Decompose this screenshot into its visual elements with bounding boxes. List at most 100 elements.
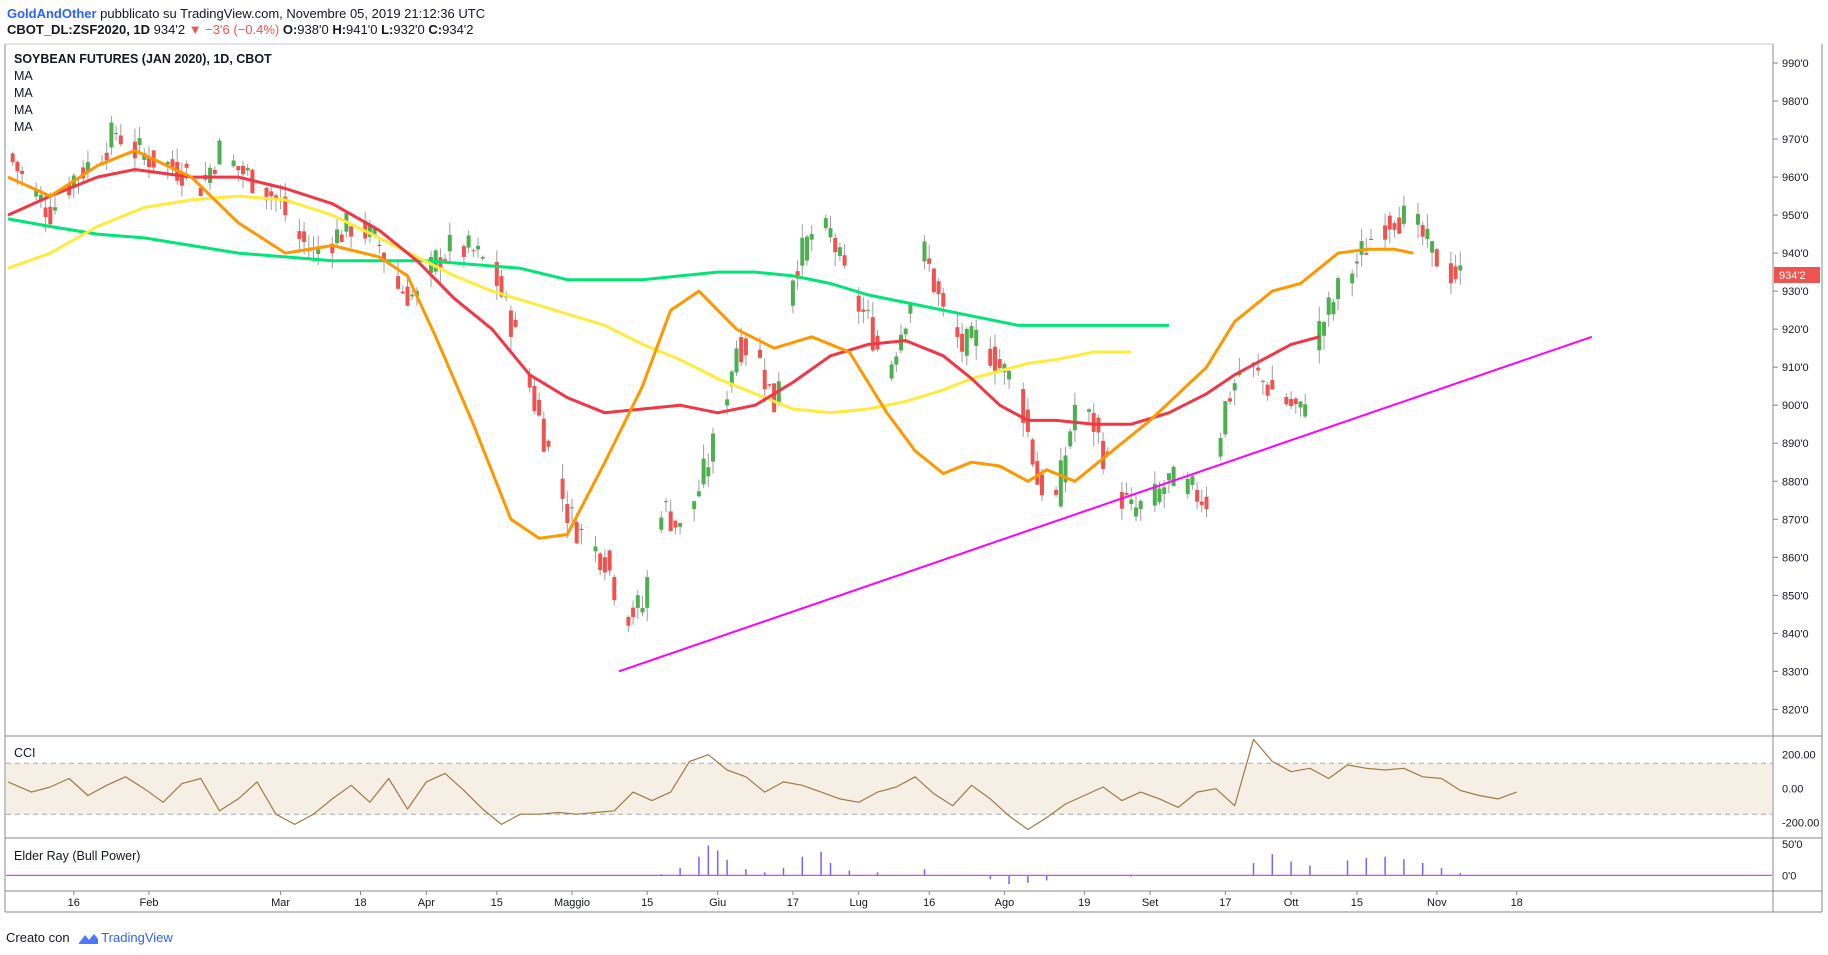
candle-body xyxy=(1223,401,1228,435)
publish-info: GoldAndOther pubblicato su TradingView.c… xyxy=(7,6,485,21)
tradingview-logo-icon xyxy=(79,934,99,944)
candle-body xyxy=(1369,239,1373,241)
candle-body xyxy=(1119,491,1124,509)
candle-body xyxy=(541,418,546,452)
candle-body xyxy=(527,375,532,388)
candle-body xyxy=(1350,273,1355,284)
candle-body xyxy=(1458,265,1463,271)
candle-body xyxy=(508,310,513,337)
candle-body xyxy=(1030,439,1035,465)
candle-body xyxy=(81,167,86,179)
candle-body xyxy=(1091,412,1096,432)
candle-body xyxy=(1420,225,1425,237)
candle-body xyxy=(560,478,565,499)
candle-body xyxy=(264,187,269,201)
candle-body xyxy=(1218,438,1223,457)
candle-body xyxy=(367,225,372,237)
symbol-label: CBOT_DL:ZSF2020, 1D xyxy=(7,22,151,37)
candle-body xyxy=(1284,396,1289,405)
candle-body xyxy=(1434,249,1439,267)
candle-body xyxy=(635,595,640,608)
tradingview-link[interactable]: TradingView xyxy=(101,930,173,945)
candle-body xyxy=(1256,367,1261,371)
candle-body xyxy=(941,293,946,307)
time-tick-label: Giu xyxy=(709,897,726,909)
candle-body xyxy=(20,170,25,175)
price-tick-label: 900'0 xyxy=(1782,400,1809,412)
candle-body xyxy=(964,328,969,356)
candle-body xyxy=(1392,223,1397,230)
candle-body xyxy=(1190,476,1195,485)
ma-legend-4[interactable]: MA xyxy=(14,120,33,134)
candle-body xyxy=(1129,499,1134,504)
candle-body xyxy=(1448,263,1453,284)
candle-body xyxy=(297,231,302,239)
close-label: C: xyxy=(428,22,443,37)
candle-body xyxy=(931,268,936,293)
time-tick-label: 19 xyxy=(1078,897,1090,909)
time-tick-label: Maggio xyxy=(554,897,590,909)
time-tick-label: 17 xyxy=(787,897,799,909)
candle-body xyxy=(743,338,748,356)
candle-body xyxy=(607,550,612,571)
candle-body xyxy=(692,501,697,510)
candle-body xyxy=(598,553,603,571)
candle-body xyxy=(34,189,39,197)
candle-body xyxy=(805,236,809,261)
ma-legend-3[interactable]: MA xyxy=(14,103,33,117)
candle-body xyxy=(212,169,217,174)
candle-body xyxy=(1204,496,1209,510)
time-tick-label: 17 xyxy=(1219,897,1231,909)
candle-body xyxy=(1157,488,1162,503)
candle-body xyxy=(438,257,443,270)
author-name[interactable]: GoldAndOther xyxy=(7,6,97,21)
ma-red-line xyxy=(7,168,1320,426)
candle-body xyxy=(711,433,715,462)
cci-title[interactable]: CCI xyxy=(14,746,36,760)
candle-body xyxy=(1007,370,1012,380)
candle-body xyxy=(1270,380,1275,390)
elder-ray-title[interactable]: Elder Ray (Bull Power) xyxy=(14,849,141,863)
candle-body xyxy=(626,616,631,626)
low-value: 932'0 xyxy=(393,22,425,37)
candle-body xyxy=(1293,398,1298,405)
last-price: 934'2 xyxy=(153,22,186,37)
support-trendline xyxy=(618,335,1593,673)
candle-body xyxy=(335,229,339,244)
price-tick-label: 930'0 xyxy=(1782,286,1809,298)
candle-body xyxy=(866,310,871,312)
ma-legend-1[interactable]: MA xyxy=(14,69,33,83)
price-tick-label: 940'0 xyxy=(1782,248,1809,260)
candle-body xyxy=(377,244,382,247)
candle-body xyxy=(668,511,673,531)
candle-body xyxy=(405,286,410,306)
candle-body xyxy=(10,153,15,163)
candle-body xyxy=(1383,225,1388,240)
candle-body xyxy=(870,317,875,351)
candle-body xyxy=(1035,460,1040,485)
time-tick-label: Nov xyxy=(1427,897,1447,909)
cci-pane: 200.00 0.00 -200.00 xyxy=(6,738,1819,831)
time-tick-label: Ago xyxy=(995,897,1015,909)
ma-legend-2[interactable]: MA xyxy=(14,86,33,100)
candle-body xyxy=(1138,500,1143,510)
candle-body xyxy=(283,196,288,216)
price-tick-label: 950'0 xyxy=(1782,210,1809,222)
candle-body xyxy=(833,237,838,253)
candle-body xyxy=(1054,489,1059,495)
candle-body xyxy=(922,241,927,262)
candle-body xyxy=(217,140,222,165)
time-tick-label: 18 xyxy=(354,897,366,909)
candle-body xyxy=(43,207,48,218)
candle-body xyxy=(165,161,170,165)
candle-body xyxy=(1387,215,1392,230)
price-change: ▼ −3'6 (−0.4%) xyxy=(188,22,280,37)
candle-body xyxy=(903,328,908,335)
price-tick-label: 890'0 xyxy=(1782,438,1809,450)
trendline-layer xyxy=(618,335,1593,673)
candle-body xyxy=(382,252,386,262)
candle-body xyxy=(823,218,828,229)
elder-ray-pane: 50'0 0'0 xyxy=(6,839,1802,885)
candle-body xyxy=(499,276,504,297)
time-tick-label: Feb xyxy=(140,897,159,909)
